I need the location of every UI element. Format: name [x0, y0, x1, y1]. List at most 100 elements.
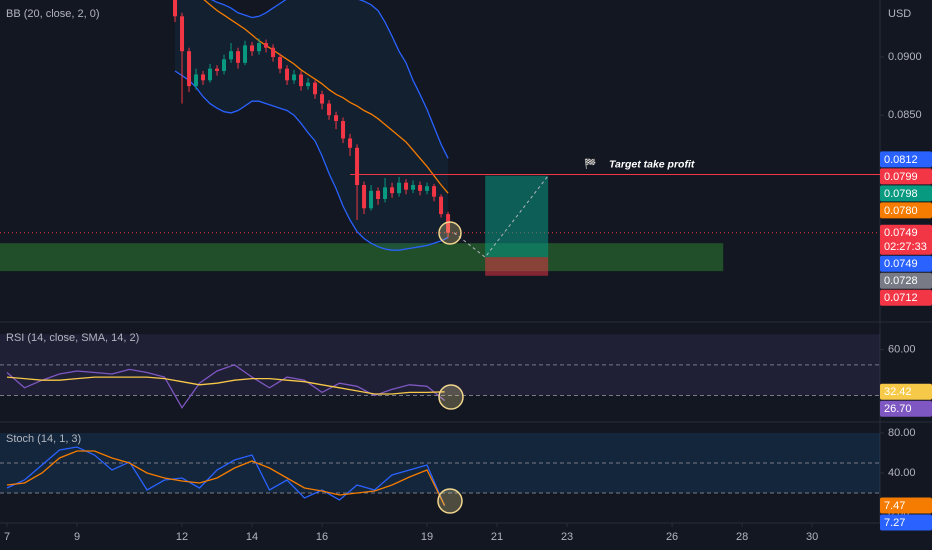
axis-value-label-box	[880, 289, 932, 306]
candle-body	[432, 186, 437, 197]
candle-body	[229, 51, 234, 60]
highlight-circle	[437, 488, 463, 514]
y-tick-label: 0.0900	[888, 51, 922, 63]
indicator-line	[174, 70, 449, 251]
x-tick-label: 9	[74, 531, 80, 543]
indicator-band	[0, 334, 880, 396]
candle-body	[369, 190, 374, 209]
axis-value-label: 0.0728	[884, 275, 918, 287]
x-tick-label: 26	[666, 531, 678, 543]
x-tick-label: 7	[4, 531, 10, 543]
x-tick-label: 19	[421, 531, 433, 543]
target-flag: 🏁	[584, 157, 596, 170]
stoch-title: Stoch (14, 1, 3)	[6, 433, 81, 445]
y-tick-label: 60.00	[888, 343, 916, 355]
candle-body	[327, 103, 332, 116]
axis-value-label-box	[880, 202, 932, 219]
candle-body	[215, 68, 220, 71]
highlight-circle	[438, 221, 462, 245]
candle-body	[320, 94, 325, 104]
candle-body	[425, 186, 430, 191]
candle-body	[341, 121, 346, 139]
rsi-title: RSI (14, close, SMA, 14, 2)	[6, 332, 139, 344]
currency-label: USD	[888, 8, 911, 20]
support-zone	[0, 243, 724, 272]
candle-body	[418, 185, 423, 191]
candle-body	[264, 43, 269, 48]
axis-value-label: 26.70	[884, 403, 912, 415]
indicator-band	[0, 433, 880, 493]
x-tick-label: 14	[246, 531, 258, 543]
axis-value-label: 7.47	[884, 500, 905, 512]
y-tick-label: 0.0850	[888, 109, 922, 121]
candle-body	[383, 187, 388, 199]
candle-body	[243, 45, 248, 63]
y-tick-label: 40.00	[888, 467, 916, 479]
axis-value-label: 0.0712	[884, 292, 918, 304]
candle-body	[292, 74, 297, 81]
candle-body	[404, 182, 409, 190]
candle-body	[376, 190, 381, 199]
candle-body	[397, 182, 402, 194]
countdown-label: 02:27:33	[884, 241, 927, 253]
axis-value-label-box	[880, 168, 932, 185]
candle-body	[446, 214, 451, 233]
candle-body	[362, 185, 367, 209]
candle-body	[278, 57, 283, 69]
candle-body	[222, 59, 227, 71]
axis-value-label: 32.42	[884, 386, 912, 398]
candle-body	[348, 138, 353, 148]
candle-body	[299, 74, 304, 87]
axis-value-label: 7.27	[884, 517, 905, 529]
axis-value-label-box	[880, 272, 932, 289]
axis-value-label-box	[880, 185, 932, 202]
candle-body	[285, 68, 290, 81]
axis-value-label-box	[880, 497, 932, 514]
axis-value-label: 0.0749	[884, 258, 918, 270]
x-tick-label: 28	[736, 531, 748, 543]
axis-value-label-box	[880, 255, 932, 272]
target-label: Target take profit	[609, 158, 695, 170]
candle-body	[180, 16, 185, 52]
candle-body	[173, 0, 178, 17]
x-tick-label: 23	[561, 531, 573, 543]
x-tick-label: 21	[491, 531, 503, 543]
position-path	[453, 175, 549, 258]
axis-value-label-box	[880, 151, 932, 168]
candle-body	[411, 185, 416, 190]
indicator-line	[6, 446, 446, 506]
bb-title: BB (20, close, 2, 0)	[6, 8, 100, 20]
x-tick-label: 16	[316, 531, 328, 543]
candle-body	[257, 43, 262, 52]
candle-body	[187, 51, 192, 87]
candle-body	[439, 196, 444, 215]
candle-body	[334, 115, 339, 122]
candle-body	[236, 51, 241, 63]
highlight-circle	[438, 384, 464, 410]
candle-body	[201, 74, 206, 81]
axis-value-label: 0.0798	[884, 188, 918, 200]
axis-value-label: 0.0799	[884, 171, 918, 183]
axis-value-label-box	[880, 224, 932, 255]
candle-body	[390, 187, 395, 194]
axis-value-label-box	[880, 383, 932, 400]
candle-body	[313, 82, 318, 95]
candle-body	[194, 74, 199, 87]
candle-body	[250, 45, 255, 52]
indicator-line	[6, 450, 446, 506]
position-stop-box	[485, 257, 549, 276]
axis-value-label-box	[880, 400, 932, 417]
candle-body	[208, 68, 213, 81]
indicator-line	[6, 376, 445, 395]
y-tick-label: 80.00	[888, 427, 916, 439]
x-tick-label: 30	[806, 531, 818, 543]
candle-body	[355, 147, 360, 186]
axis-value-label: 0.0749	[884, 227, 918, 239]
axis-value-label: 0.0780	[884, 205, 918, 217]
candle-body	[271, 47, 276, 58]
axis-value-label-box	[880, 514, 932, 531]
